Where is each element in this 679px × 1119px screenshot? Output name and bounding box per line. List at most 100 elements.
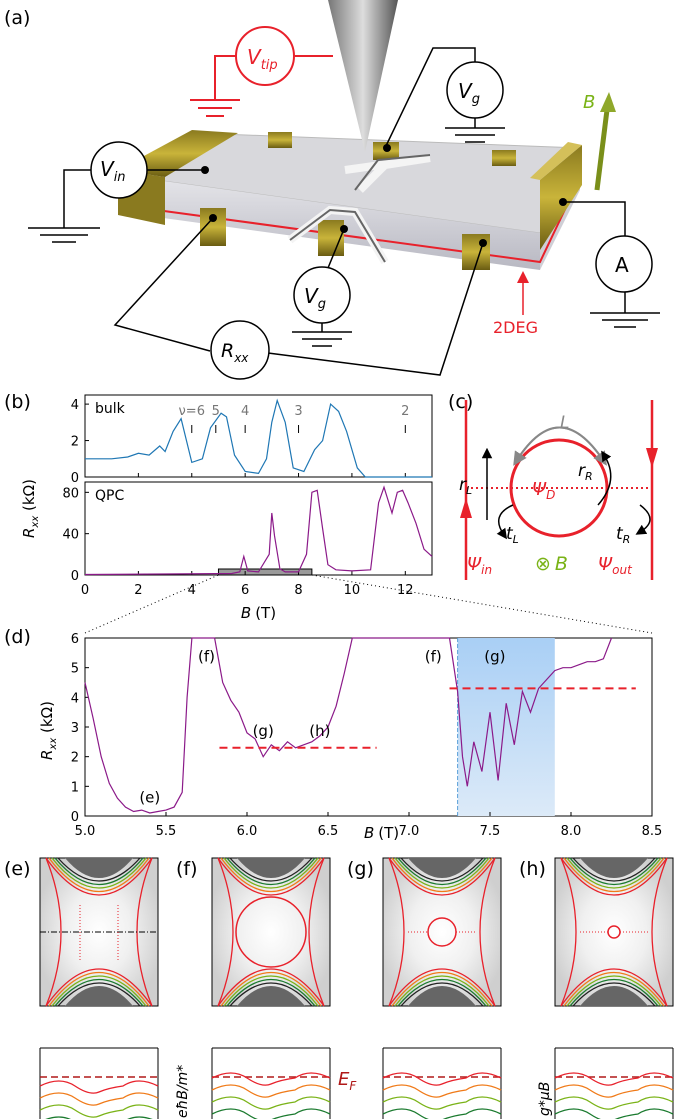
edge-right — [136, 857, 153, 1007]
contour-bottom — [229, 982, 313, 1007]
dot-orbit — [509, 438, 609, 538]
c-tR: tR — [616, 524, 630, 546]
energy-band — [211, 1072, 331, 1086]
x-tick-label: 8.5 — [642, 824, 663, 839]
y-tick-label: 2 — [71, 751, 79, 766]
contour-top — [394, 857, 490, 889]
x-tick-label: 8.0 — [561, 824, 582, 839]
contour-bottom — [569, 978, 659, 1007]
contour-bottom — [45, 968, 153, 1007]
ef-label: EF — [338, 1069, 357, 1093]
edge-right-arrow — [646, 448, 658, 468]
contour-bottom — [394, 975, 490, 1007]
band-frame — [382, 1047, 502, 1119]
annotation-label: (e) — [139, 789, 160, 807]
panel-label-g: (g) — [347, 858, 374, 880]
contour-top — [388, 857, 496, 896]
annotation-label: (f) — [425, 648, 442, 666]
plot-frame — [84, 481, 433, 576]
x-tick-label: 7.0 — [399, 824, 420, 839]
filling-factor-label: 2 — [401, 404, 409, 419]
vg-top-label: Vg — [458, 79, 480, 107]
chart-bulk: 0 2 4 ν=6 5 4 3 2 bulk — [71, 394, 433, 486]
y-tick-label: 0 — [71, 471, 79, 486]
edge-left — [388, 857, 405, 1007]
panel-label-d: (d) — [4, 626, 31, 648]
c-L: L — [560, 413, 569, 433]
contour-bottom — [397, 978, 487, 1007]
gate-bottom — [408, 986, 476, 1006]
panels-e-h: (e) (f) (g) (h) EF eħB/m* g*μB — [4, 857, 674, 1119]
annotation-label: (g) — [484, 648, 505, 666]
energy-band — [382, 1072, 502, 1086]
plot-frame — [84, 394, 433, 478]
x-tick-label: 4 — [188, 583, 196, 598]
contour-top — [229, 857, 313, 882]
2deg-pointer: 2DEG — [493, 271, 538, 337]
data-line — [84, 485, 433, 576]
d-ylabel: Rxx (kΩ) — [38, 701, 59, 760]
vtip-meter — [235, 26, 295, 86]
c-psiD: ΨD — [532, 479, 555, 502]
y-tick-label: 5 — [71, 662, 79, 677]
panel-label-c: (c) — [448, 391, 473, 413]
energy-band — [554, 1072, 674, 1086]
chart-qpc: 0 40 80 0 2 4 6 8 10 12 QPC B (T) — [62, 481, 433, 622]
contour-bottom — [51, 975, 147, 1007]
contour-top — [217, 857, 325, 896]
y-tick-label: 4 — [71, 398, 79, 413]
energy-band — [382, 1084, 502, 1098]
c-rL: rL — [459, 475, 472, 497]
y-tick-label: 0 — [71, 569, 79, 584]
x-tick-label: 6 — [241, 583, 249, 598]
panel-h: (h) — [519, 857, 674, 1119]
vin-meter — [90, 141, 148, 199]
annotation-label: (h) — [309, 722, 330, 740]
energy-band — [211, 1108, 331, 1119]
ammeter — [595, 235, 653, 293]
contacts — [118, 130, 582, 270]
band-frame — [211, 1047, 331, 1119]
x-tick-label: 8 — [294, 583, 302, 598]
panel-label-a: (a) — [4, 7, 30, 29]
y-tick-label: 4 — [71, 691, 79, 706]
dot-ring — [235, 896, 307, 968]
filling-factor-label: 3 — [294, 404, 302, 419]
edge-left — [560, 857, 577, 1007]
gate-bottom — [580, 986, 648, 1006]
contour-top — [226, 857, 316, 886]
filling-factor-label: 5 — [212, 404, 220, 419]
contour-top — [223, 857, 319, 889]
contour-bottom — [226, 978, 316, 1007]
contact-pad-4 — [268, 132, 292, 148]
c-psi-out: Ψout — [598, 554, 633, 577]
filling-factor-label: ν=6 — [179, 404, 205, 419]
energy-band — [39, 1092, 159, 1106]
gate-top — [580, 858, 648, 878]
y-tick-label: 80 — [62, 486, 79, 501]
potential-map — [382, 857, 502, 1007]
edge-right — [479, 857, 496, 1007]
filling-factor-label: 4 — [241, 404, 249, 419]
chart-zoom: 0 1 2 3 4 5 6 5.0 5.5 6.0 6.5 7.0 7.5 8.0 8.5 (e) (f) (g)… — [71, 632, 663, 839]
x-tick-label: 5.0 — [75, 824, 96, 839]
gate-top — [65, 858, 133, 878]
contact-left-bar — [118, 130, 238, 177]
contour-bottom — [220, 972, 322, 1007]
potential-map — [211, 857, 331, 1007]
vg-top-circuit: Vg — [383, 47, 505, 152]
annotation-label: (f) — [198, 648, 215, 666]
edge-right — [308, 857, 325, 1007]
energy-band — [554, 1096, 674, 1110]
energy-band — [45, 1116, 153, 1119]
vtip-label: Vtip — [247, 45, 278, 73]
vg-top-meter — [446, 61, 504, 119]
energy-band — [554, 1108, 674, 1119]
contour-bottom — [572, 982, 656, 1007]
vg-bottom-circuit: Vg — [292, 225, 352, 347]
contour-bottom — [54, 978, 144, 1007]
edge-left-arrow — [460, 498, 472, 518]
series-label: QPC — [95, 488, 124, 504]
b-label: B — [583, 92, 595, 113]
x-axis-label: B (T) — [241, 604, 276, 622]
